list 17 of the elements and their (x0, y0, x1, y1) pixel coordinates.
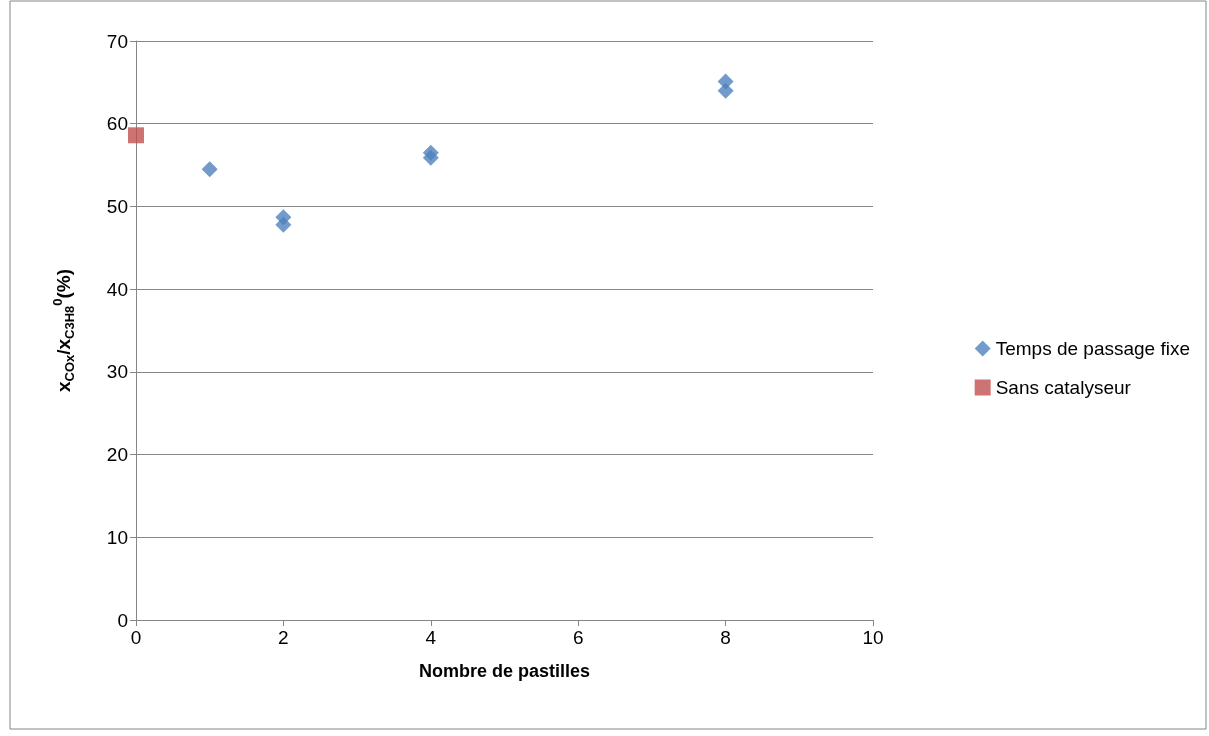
x-tick-label: 0 (130, 627, 142, 648)
legend-label: Sans catalyseur (995, 377, 1132, 398)
y-tick-label: 10 (106, 526, 128, 548)
x-axis-title: Nombre de pastilles (418, 661, 591, 681)
y-tick-label: 40 (106, 278, 128, 300)
x-tick-label: 8 (720, 627, 731, 648)
y-tick-label: 30 (106, 361, 128, 383)
legend-label: Temps de passage fixe (995, 338, 1191, 359)
y-tick-label: 60 (106, 113, 128, 135)
y-tick-label: 20 (106, 444, 128, 466)
y-tick-label: 0 (117, 609, 128, 631)
x-tick-label: 4 (425, 627, 437, 648)
y-tick-label: 70 (106, 30, 128, 52)
y-tick-label: 50 (106, 195, 128, 217)
x-tick-label: 6 (572, 627, 584, 648)
x-tick-label: 2 (278, 627, 289, 648)
x-tick-label: 10 (862, 627, 884, 648)
